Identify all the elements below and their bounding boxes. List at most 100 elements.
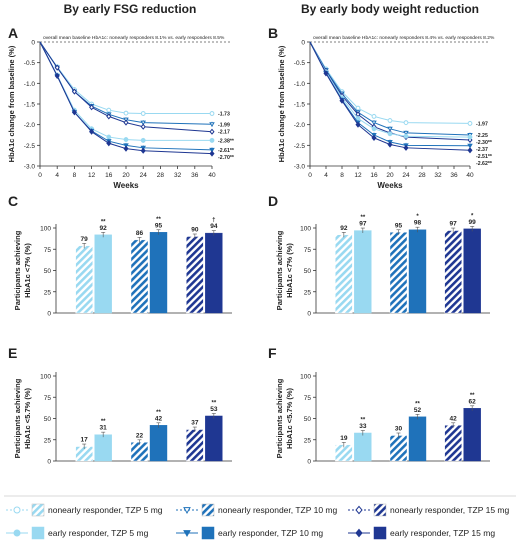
point-marker: [140, 120, 146, 126]
y-tick-label: 100: [300, 226, 311, 233]
point-marker: [467, 121, 473, 126]
significance-marker: **: [360, 215, 365, 221]
point-marker: [467, 147, 473, 154]
legend-marker: [183, 530, 191, 538]
bar-nonearly-tzp10: [389, 232, 408, 314]
end-value-label: -2.30**: [476, 140, 493, 146]
x-tick-label: 20: [386, 172, 394, 179]
x-tick-label: 16: [370, 172, 378, 179]
y-tick-label: -2.0: [24, 122, 36, 129]
significance-marker: *: [471, 213, 474, 219]
x-tick-label: 0: [38, 172, 42, 179]
significance-marker: **: [415, 401, 420, 407]
y-tick-label: 0: [307, 311, 311, 318]
bar-value-label: 42: [450, 415, 458, 422]
x-tick-label: 36: [191, 172, 199, 179]
legend: nonearly responder, TZP 5 mg nonearly res…: [4, 495, 516, 540]
bar-early-tzp10: [408, 229, 427, 314]
bar-value-label: 97: [450, 221, 458, 228]
y-tick-label: -1.0: [24, 81, 36, 88]
legend-bar-swatch: [201, 503, 215, 517]
legend-marker: [13, 506, 21, 514]
point-marker: [89, 104, 95, 111]
x-tick-label: 32: [434, 172, 442, 179]
point-marker: [467, 136, 473, 144]
x-axis-title: Weeks: [113, 181, 139, 190]
series-line-early-tzp15: [309, 41, 471, 151]
significance-marker: **: [360, 417, 365, 423]
y-tick-label: 50: [304, 268, 312, 275]
y-tick-label: 75: [304, 247, 312, 254]
bar-value-label: 90: [191, 227, 199, 234]
legend-marker: [355, 528, 363, 538]
bar-value-label: 17: [81, 437, 89, 444]
y-tick-label: -2.5: [294, 143, 306, 150]
y-axis-title-line2: HbA1c <5.7% (%): [23, 387, 32, 449]
x-tick-label: 12: [354, 172, 362, 179]
point-marker: [209, 137, 215, 143]
y-axis-title: HbA1c change from baseline (%): [7, 45, 16, 162]
bar-value-label: 79: [81, 236, 89, 243]
heading-left: By early FSG reduction: [64, 2, 197, 16]
point-marker: [403, 120, 409, 125]
significance-marker: **: [156, 410, 161, 416]
legend-bar-swatch: [201, 526, 215, 540]
legend-item-nonearly-tzp5: nonearly responder, TZP 5 mg: [6, 503, 163, 517]
series-line-early-tzp10: [39, 41, 213, 151]
point-marker: [140, 111, 146, 116]
point-marker: [371, 114, 377, 119]
bar-nonearly-tzp15: [444, 425, 462, 462]
point-marker: [355, 116, 361, 121]
end-value-label: -2.17: [218, 130, 230, 136]
series-line-nonearly-tzp5: [39, 41, 212, 115]
bar-value-label: 37: [191, 420, 199, 427]
chart-panel-b: B0-0.5-1.0-1.5-2.0-2.5-3.00 4 8 12 16 20 24 28 3…: [268, 25, 495, 190]
y-tick-label: 100: [300, 374, 311, 381]
point-marker: [140, 137, 146, 143]
end-value-label: -2.51**: [476, 154, 493, 160]
end-value-label: -2.62**: [476, 161, 493, 167]
bar-nonearly-tzp10: [130, 239, 149, 314]
significance-marker: †: [212, 218, 215, 224]
series-line-nonearly-tzp5: [309, 41, 471, 124]
y-tick-label: -1.5: [294, 102, 306, 109]
y-tick-label: -2.5: [24, 143, 36, 150]
bar-value-label: 95: [155, 222, 163, 229]
point-marker: [355, 105, 361, 111]
point-marker: [403, 130, 409, 136]
end-value-label: -1.97: [476, 121, 488, 127]
bar-value-label: 22: [136, 432, 144, 439]
panel-letter: D: [268, 193, 278, 209]
end-value-label: -2.61**: [218, 148, 235, 154]
panel-letter: B: [268, 25, 278, 41]
legend-marker: [183, 507, 191, 515]
y-tick-label: 25: [44, 437, 52, 444]
significance-marker: **: [156, 217, 161, 223]
end-value-label: -2.25: [476, 133, 488, 139]
legend-bar-swatch: [373, 503, 387, 517]
point-marker: [387, 131, 393, 137]
x-tick-label: 4: [324, 172, 328, 179]
legend-bar-swatch: [373, 526, 387, 540]
y-axis-title-line2: HbA1c <5.7% (%): [285, 387, 294, 449]
panel-letter: E: [8, 345, 17, 361]
legend-marker: [355, 505, 363, 515]
point-marker: [387, 118, 393, 123]
bar-early-tzp5: [94, 234, 112, 314]
bar-early-tzp15: [205, 415, 223, 462]
x-tick-label: 20: [122, 172, 130, 179]
point-marker: [355, 121, 361, 128]
bar-early-tzp5: [354, 230, 372, 314]
end-value-label: -2.38**: [218, 138, 235, 144]
bar-early-tzp10: [149, 232, 168, 314]
bar-value-label: 95: [395, 222, 403, 229]
chart-panel-e: E 0 25 50 75 100 Participants achieving HbA1c <…: [8, 345, 232, 466]
bar-value-label: 33: [359, 423, 367, 430]
y-tick-label: -1.0: [294, 81, 306, 88]
y-tick-label: -1.5: [24, 102, 36, 109]
y-axis-title-line1: Participants achieving: [275, 230, 284, 310]
point-marker: [209, 147, 215, 153]
y-axis-title-line2: HbA1c <7% (%): [23, 243, 32, 298]
legend-marker: [13, 529, 21, 537]
